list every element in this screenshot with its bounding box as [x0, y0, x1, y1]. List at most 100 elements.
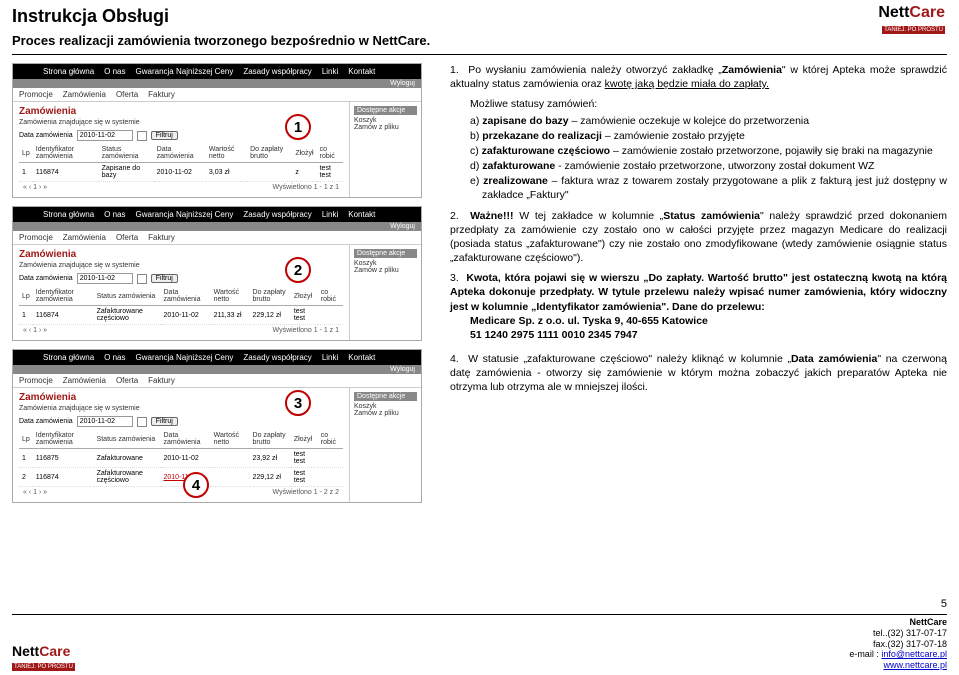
instruction-1: 1. Po wysłaniu zamówienia należy otworzy…: [450, 63, 947, 203]
subnav-item[interactable]: Zamówienia: [63, 90, 106, 99]
filter-button[interactable]: Filtruj: [151, 417, 178, 426]
footer: 5 NettCare TANIEJ. PO PROSTU NettCare te…: [12, 614, 947, 671]
side-koszyk[interactable]: Koszyk: [354, 403, 417, 410]
subnav-item[interactable]: Faktury: [148, 90, 175, 99]
nav-item[interactable]: O nas: [104, 210, 125, 219]
email-link[interactable]: info@nettcare.pl: [881, 649, 947, 659]
topbar: Strona główna O nas Gwarancja Najniższej…: [13, 350, 421, 365]
calendar-icon[interactable]: [137, 417, 147, 427]
callout-4: 4: [183, 472, 209, 498]
filter-button[interactable]: Filtruj: [151, 274, 178, 283]
col-net: Wartość netto: [206, 144, 247, 163]
nav-item[interactable]: Linki: [322, 210, 338, 219]
logo-nett: Nett: [878, 4, 909, 21]
content: Strona główna O nas Gwarancja Najniższej…: [0, 63, 959, 503]
pager-nav[interactable]: « ‹ 1 › »: [23, 489, 47, 496]
nav-item[interactable]: O nas: [104, 353, 125, 362]
subnav-item[interactable]: Faktury: [148, 376, 175, 385]
orders-table: Lp Identyfikator zamówienia Status zamów…: [19, 144, 343, 182]
web-link[interactable]: www.nettcare.pl: [849, 660, 947, 671]
logo-tagline: TANIEJ. PO PROSTU: [882, 26, 945, 34]
logout-button[interactable]: Wyloguj: [390, 223, 415, 230]
logout-button[interactable]: Wyloguj: [390, 80, 415, 87]
nav-item[interactable]: Zasady współpracy: [243, 353, 311, 362]
col-status: Status zamówienia: [99, 144, 154, 163]
nav-item[interactable]: O nas: [104, 67, 125, 76]
side-zamow[interactable]: Zamów z pliku: [354, 124, 417, 131]
date-input[interactable]: [77, 273, 133, 284]
nav-item[interactable]: Strona główna: [43, 210, 94, 219]
divider-top: [12, 54, 947, 55]
subnav-item[interactable]: Zamówienia: [63, 233, 106, 242]
subnav-item[interactable]: Zamówienia: [63, 376, 106, 385]
nav-item[interactable]: Kontakt: [348, 67, 375, 76]
table-row[interactable]: 1 116874 Zapisane do bazy 2010-11-02 3,0…: [19, 163, 343, 182]
table-row[interactable]: 1 116875 Zafakturowane 2010-11-02 23,92 …: [19, 449, 343, 468]
logout-button[interactable]: Wyloguj: [390, 366, 415, 373]
table-row[interactable]: 1 116874 Zafakturowane częściowo 2010-11…: [19, 306, 343, 325]
nav-item[interactable]: Gwarancja Najniższej Ceny: [136, 210, 234, 219]
instruction-2: 2. Ważne!!! W tej zakładce w kolumnie „S…: [450, 209, 947, 266]
callout-1: 1: [285, 114, 311, 140]
page-number: 5: [941, 598, 947, 610]
instruction-3: 3. Kwota, która pojawi się w wierszu „Do…: [450, 271, 947, 342]
nav-item[interactable]: Gwarancja Najniższej Ceny: [136, 353, 234, 362]
calendar-icon[interactable]: [137, 131, 147, 141]
subtitle: Proces realizacji zamówienia tworzonego …: [12, 33, 947, 48]
subnav: Promocje Zamówienia Oferta Faktury: [13, 88, 421, 102]
subnav-item[interactable]: Promocje: [19, 376, 53, 385]
date-input[interactable]: [77, 416, 133, 427]
date-label: Data zamówienia: [19, 275, 73, 282]
nav-item[interactable]: Strona główna: [43, 67, 94, 76]
calendar-icon[interactable]: [137, 274, 147, 284]
col-date: Data zamówienia: [154, 144, 206, 163]
instructions-column: 1. Po wysłaniu zamówienia należy otworzy…: [450, 63, 947, 503]
screenshot-3: Strona główna O nas Gwarancja Najniższej…: [12, 349, 422, 503]
side-zamow[interactable]: Zamów z pliku: [354, 410, 417, 417]
col-who: Złożył: [292, 144, 316, 163]
date-label: Data zamówienia: [19, 132, 73, 139]
col-act: co robić: [317, 144, 343, 163]
footer-contact: NettCare tel..(32) 317-07-17 fax.(32) 31…: [849, 617, 947, 671]
subnav-item[interactable]: Oferta: [116, 376, 138, 385]
instruction-4: 4. W statusie „zafakturowane częściowo" …: [450, 352, 947, 395]
subnav-item[interactable]: Promocje: [19, 233, 53, 242]
title: Instrukcja Obsługi: [12, 6, 947, 27]
side-header: Dostępne akcje: [354, 392, 417, 401]
pager-nav[interactable]: « ‹ 1 › »: [23, 184, 47, 191]
divider-bottom: [12, 614, 947, 615]
orders-table: Lp Identyfikator zamówienia Status zamów…: [19, 287, 343, 325]
nav-item[interactable]: Kontakt: [348, 353, 375, 362]
topbar: Strona główna O nas Gwarancja Najniższej…: [13, 64, 421, 79]
subnav-item[interactable]: Promocje: [19, 90, 53, 99]
nav-item[interactable]: Zasady współpracy: [243, 210, 311, 219]
subnav: Promocje Zamówienia Oferta Faktury: [13, 374, 421, 388]
orders-table: Lp Identyfikator zamówienia Status zamów…: [19, 430, 343, 487]
pager-info: Wyświetlono 1 - 1 z 1: [273, 327, 339, 334]
callout-3: 3: [285, 390, 311, 416]
page-header: Instrukcja Obsługi Proces realizacji zam…: [0, 0, 959, 50]
subnav-item[interactable]: Oferta: [116, 90, 138, 99]
nav-item[interactable]: Linki: [322, 353, 338, 362]
nav-item[interactable]: Gwarancja Najniższej Ceny: [136, 67, 234, 76]
logo-top: NettCare TANIEJ. PO PROSTU: [878, 4, 945, 34]
date-label: Data zamówienia: [19, 418, 73, 425]
nav-item[interactable]: Kontakt: [348, 210, 375, 219]
side-zamow[interactable]: Zamów z pliku: [354, 267, 417, 274]
col-lp: Lp: [19, 144, 33, 163]
pager-info: Wyświetlono 1 - 1 z 1: [273, 184, 339, 191]
nav-item[interactable]: Linki: [322, 67, 338, 76]
side-header: Dostępne akcje: [354, 249, 417, 258]
table-row[interactable]: 2 116874 Zafakturowane częściowo 2010-11…: [19, 468, 343, 487]
pager-nav[interactable]: « ‹ 1 › »: [23, 327, 47, 334]
side-koszyk[interactable]: Koszyk: [354, 260, 417, 267]
subnav-item[interactable]: Oferta: [116, 233, 138, 242]
filter-button[interactable]: Filtruj: [151, 131, 178, 140]
pager-info: Wyświetlono 1 - 2 z 2: [273, 489, 339, 496]
nav-item[interactable]: Strona główna: [43, 353, 94, 362]
date-input[interactable]: [77, 130, 133, 141]
callout-2: 2: [285, 257, 311, 283]
side-koszyk[interactable]: Koszyk: [354, 117, 417, 124]
nav-item[interactable]: Zasady współpracy: [243, 67, 311, 76]
subnav-item[interactable]: Faktury: [148, 233, 175, 242]
